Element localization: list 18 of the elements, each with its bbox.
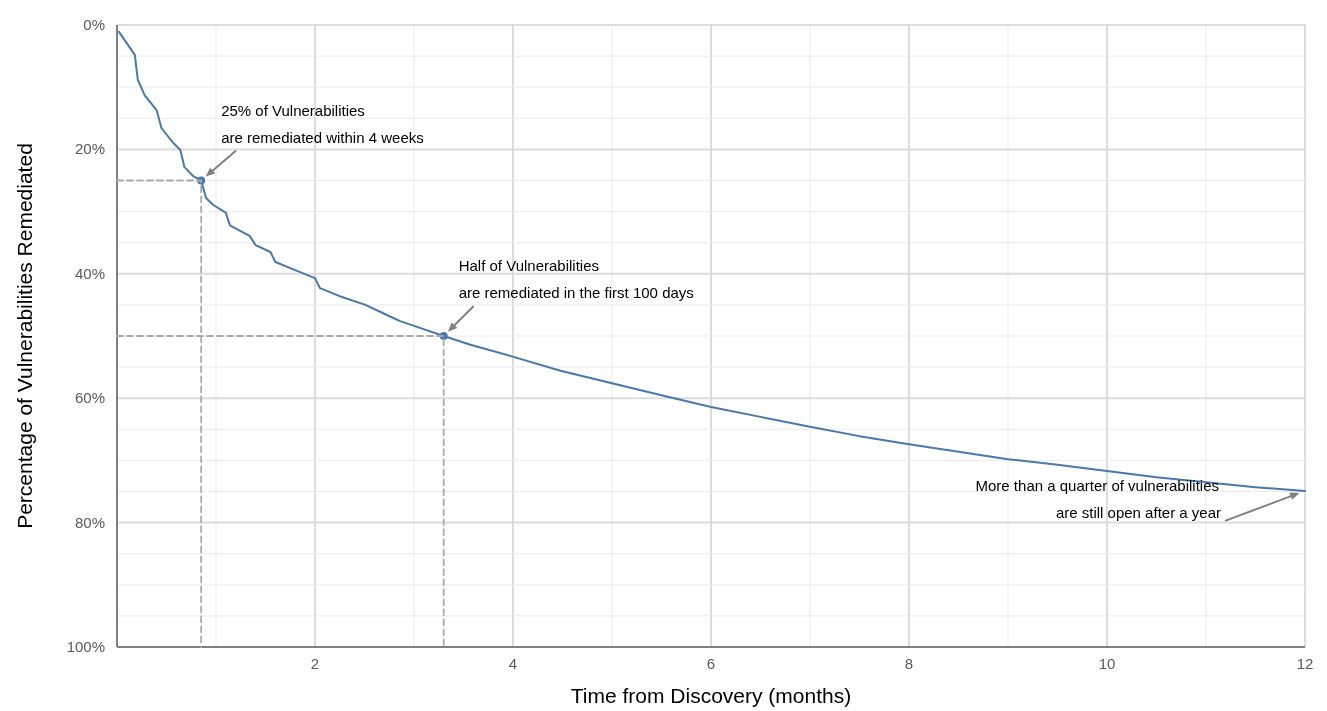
- y-axis-title: Percentage of Vulnerabilities Remediated: [13, 143, 36, 529]
- x-tick-label: 4: [508, 655, 518, 672]
- annotation: More than a quarter of vulnerabilities are still open after a year: [975, 476, 1221, 521]
- y-tick-label: 20%: [74, 140, 105, 158]
- x-tick-label: 8: [904, 655, 914, 672]
- line-series: [117, 30, 1306, 492]
- y-tick-label: 40%: [74, 264, 105, 282]
- y-tick-label: 100%: [66, 638, 105, 655]
- x-tick-label: 12: [1296, 655, 1314, 672]
- y-tick-label: 60%: [74, 389, 105, 407]
- x-axis-title: Time from Discovery (months): [570, 684, 852, 707]
- y-tick-label: 80%: [74, 513, 105, 531]
- x-tick-label: 10: [1098, 655, 1116, 672]
- x-tick-label: 2: [310, 655, 320, 672]
- annotation: Half of Vulnerabilities are remediated in the first 100 days: [458, 257, 694, 301]
- y-tick-label: 0%: [83, 16, 105, 33]
- annotation: 25% of Vulnerabilities are remediated within 4 weeks: [221, 101, 424, 146]
- x-tick-label: 6: [706, 655, 716, 672]
